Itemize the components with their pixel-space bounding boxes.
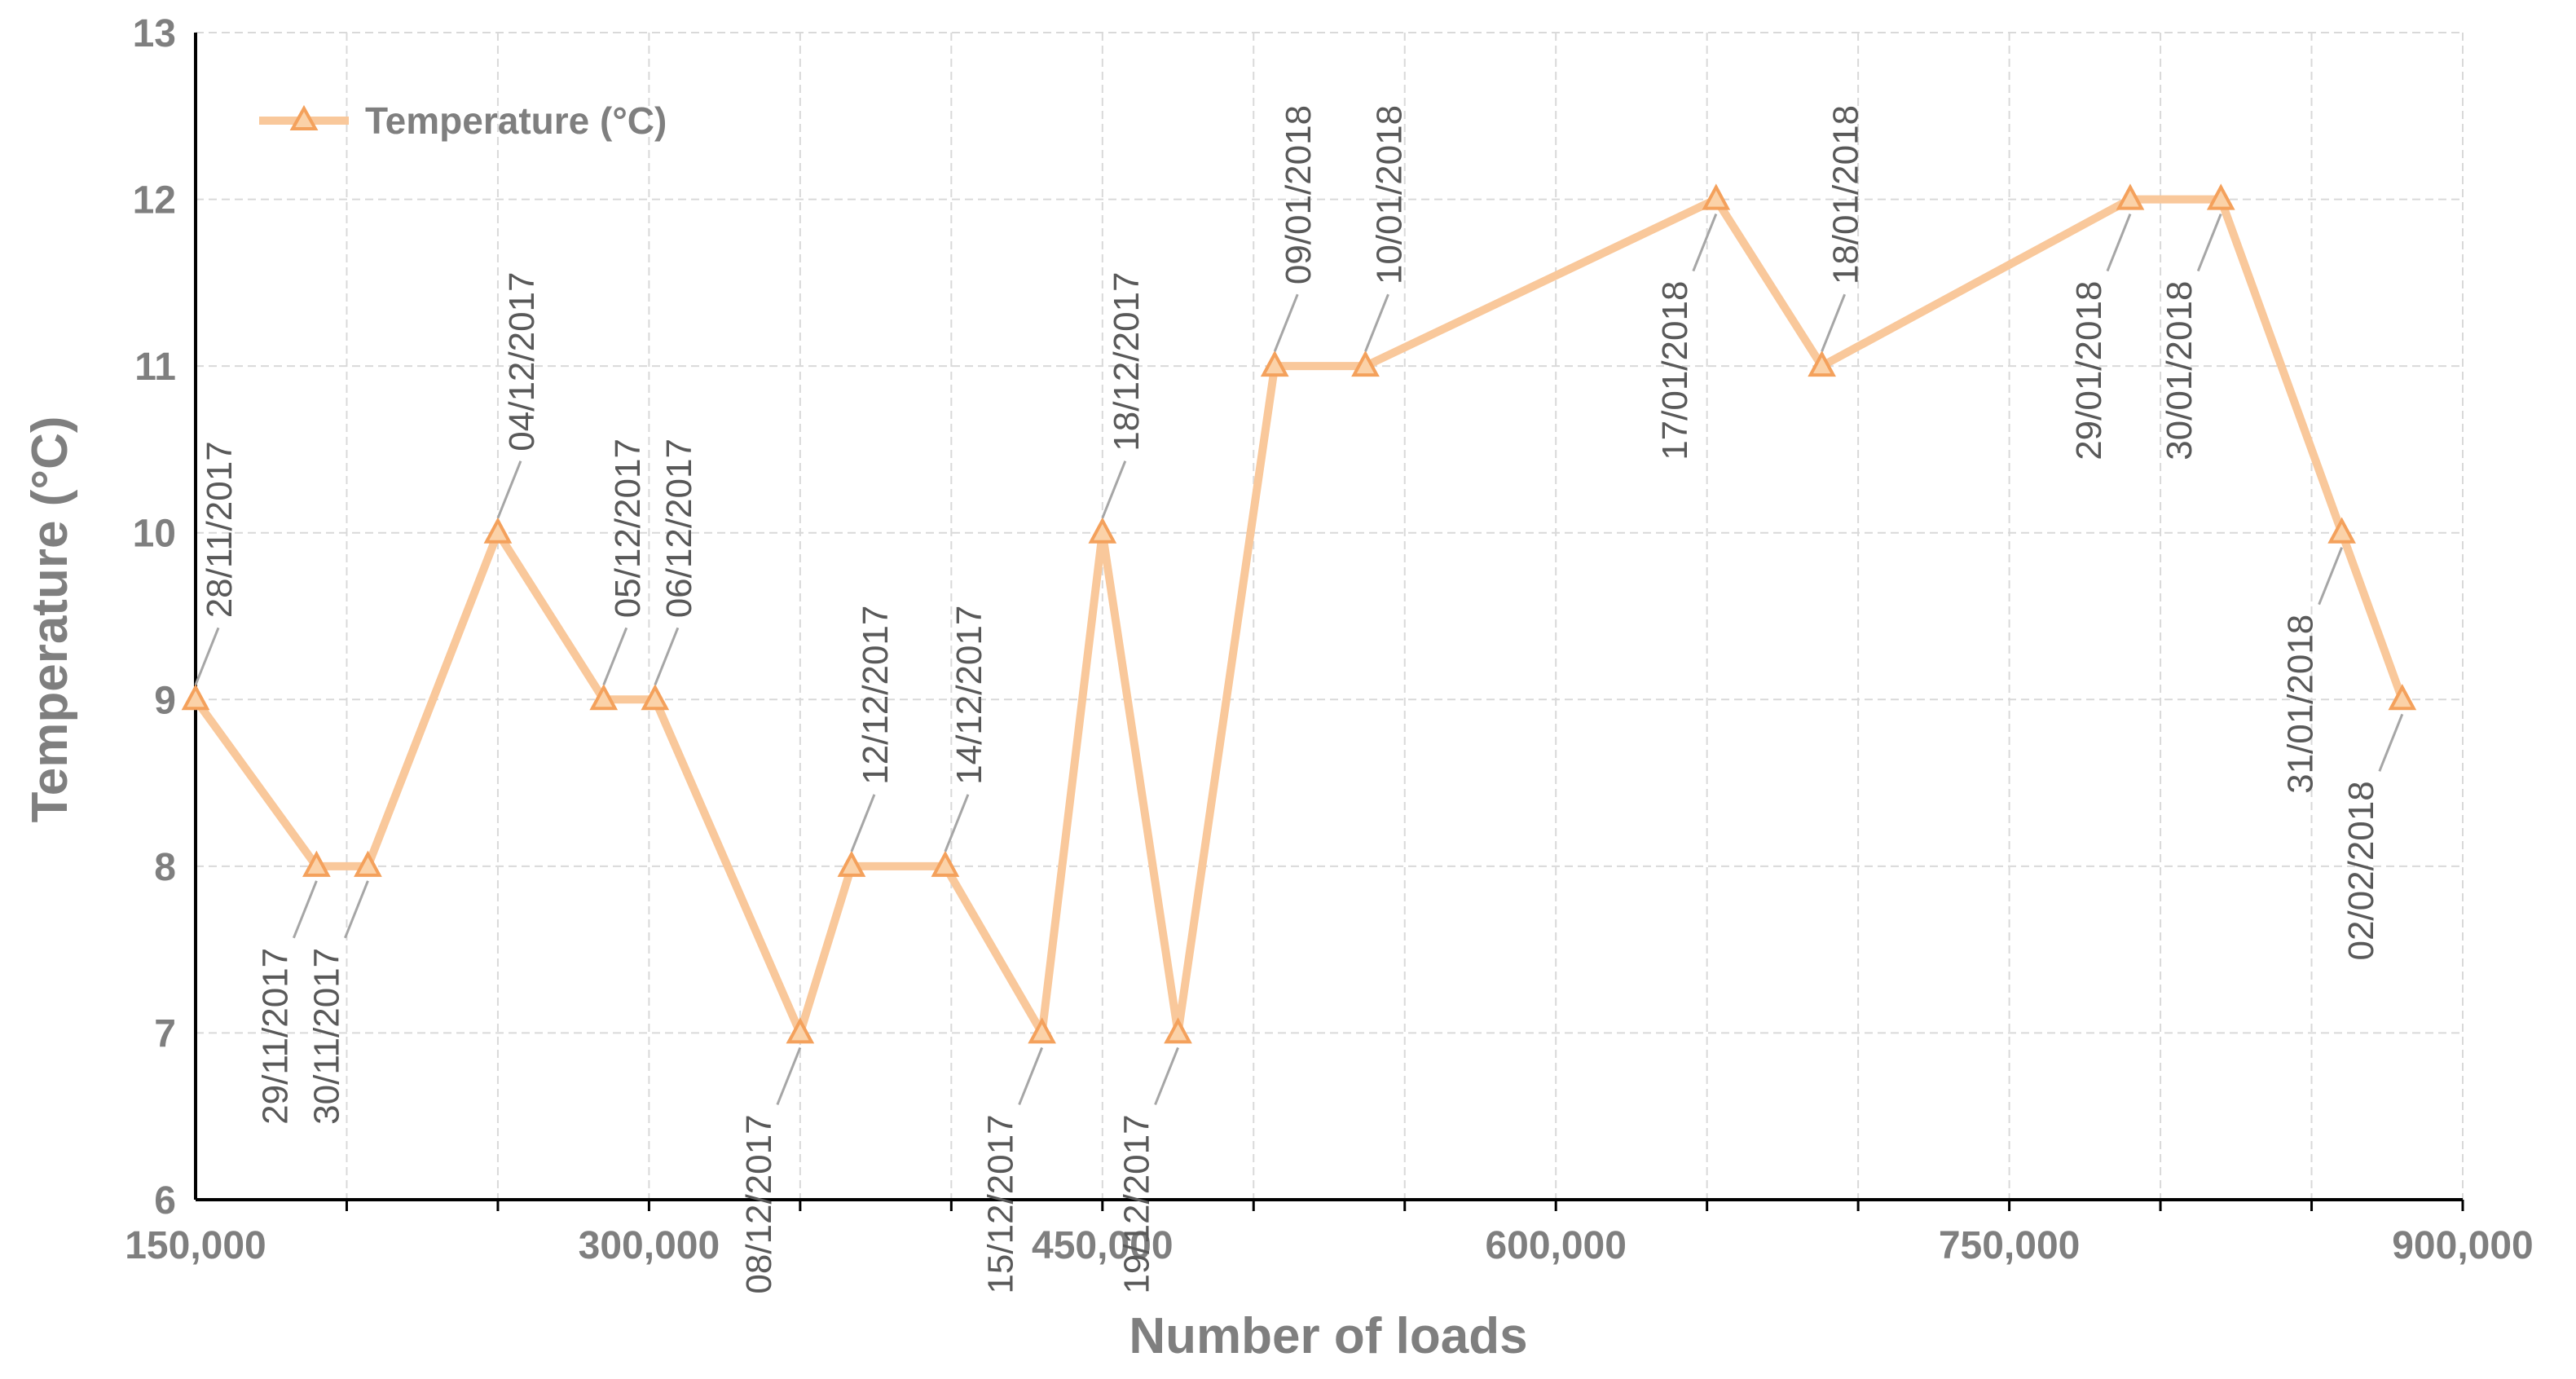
date-label: 17/01/2018 (1655, 281, 1695, 460)
date-label: 12/12/2017 (856, 606, 896, 785)
data-point-marker (2116, 183, 2145, 210)
y-tick-label: 10 (133, 513, 176, 556)
data-point-marker (589, 684, 619, 711)
data-point-marker (1260, 350, 1289, 377)
x-tick-label: 900,000 (2392, 1224, 2534, 1267)
data-point-marker (1028, 1017, 1056, 1044)
date-label: 18/01/2018 (1826, 105, 1866, 284)
x-tick-label: 150,000 (125, 1224, 266, 1267)
leader-line (344, 880, 369, 939)
data-labels: 28/11/2017 29/11/2017 30/11/2017 04/12/2017… (194, 105, 2404, 1294)
date-label: 28/11/2017 (200, 441, 240, 618)
data-point-marker (1702, 183, 1731, 210)
leader-line (1692, 214, 1718, 272)
leader-line (1018, 1046, 1044, 1105)
data-point-marker (354, 850, 382, 877)
y-axis-title: Temperature (°C) (22, 416, 78, 822)
x-axis-title: Number of loads (1129, 1308, 1527, 1364)
y-tick-label: 9 (154, 679, 176, 722)
leader-line (944, 794, 970, 853)
leader-line (776, 1046, 802, 1105)
legend-triangle-marker (289, 104, 319, 130)
data-point-marker (181, 684, 210, 711)
date-label: 29/11/2017 (255, 948, 295, 1125)
leader-line (496, 460, 522, 519)
leader-line (602, 627, 628, 685)
leader-line (1273, 293, 1299, 352)
leader-line (1101, 460, 1127, 519)
leader-line (654, 627, 680, 685)
leader-line (1364, 293, 1389, 352)
data-point-marker (302, 850, 331, 877)
series-layer (181, 183, 2417, 1044)
y-tick-label: 11 (134, 346, 176, 389)
leader-line (194, 627, 220, 685)
data-point-marker (2327, 517, 2356, 544)
data-point-marker (1164, 1017, 1192, 1044)
date-label: 08/12/2017 (739, 1114, 779, 1293)
data-point-marker (786, 1017, 815, 1044)
data-point-marker (2388, 684, 2417, 711)
data-point-marker (1808, 350, 1836, 377)
axes (194, 33, 2464, 1211)
leader-line (1154, 1046, 1179, 1105)
y-tick-label: 12 (133, 179, 176, 222)
data-point-marker (2206, 183, 2235, 210)
x-tick-label: 600,000 (1485, 1224, 1627, 1267)
date-label: 30/01/2018 (2160, 281, 2200, 460)
legend-label: Temperature (°C) (365, 99, 667, 142)
date-label: 14/12/2017 (949, 606, 989, 785)
date-label: 02/02/2018 (2341, 781, 2381, 960)
leader-line (2378, 713, 2404, 772)
data-point-marker (1351, 350, 1380, 377)
leader-line (292, 880, 318, 939)
data-point-marker (1088, 517, 1117, 544)
data-point-marker (483, 517, 513, 544)
y-tick-label: 8 (154, 846, 176, 889)
date-label: 29/01/2018 (2069, 281, 2109, 460)
leader-line (2106, 214, 2132, 272)
date-label: 30/11/2017 (306, 948, 346, 1125)
series-line (192, 195, 2406, 1038)
y-tick-label: 13 (133, 12, 176, 55)
legend: Temperature (°C) (259, 99, 667, 142)
gridlines (196, 32, 2464, 1200)
leader-line (850, 794, 876, 853)
date-label: 19/12/2017 (1117, 1114, 1157, 1293)
date-label: 18/12/2017 (1107, 271, 1147, 451)
data-point-marker (931, 850, 960, 877)
date-label: 31/01/2018 (2281, 615, 2321, 794)
leader-line (2196, 214, 2222, 272)
x-tick-label: 300,000 (579, 1224, 720, 1267)
leader-line (1821, 293, 1847, 352)
date-label: 06/12/2017 (659, 438, 699, 618)
data-point-marker (641, 684, 670, 711)
y-tick-label: 6 (154, 1179, 176, 1223)
date-label: 15/12/2017 (981, 1114, 1021, 1293)
date-label: 09/01/2018 (1279, 105, 1319, 284)
leader-line (2318, 547, 2344, 606)
date-label: 05/12/2017 (608, 438, 648, 618)
date-label: 04/12/2017 (502, 271, 542, 451)
y-tick-label: 7 (154, 1012, 176, 1055)
tick-labels: 6 7 8 9 10 11 12 13 150,000 300,000 450,000 600,000… (125, 12, 2534, 1267)
date-label: 10/01/2018 (1370, 105, 1410, 284)
x-tick-label: 450,000 (1032, 1224, 1174, 1267)
x-tick-label: 750,000 (1939, 1224, 2081, 1267)
data-point-marker (837, 850, 866, 877)
